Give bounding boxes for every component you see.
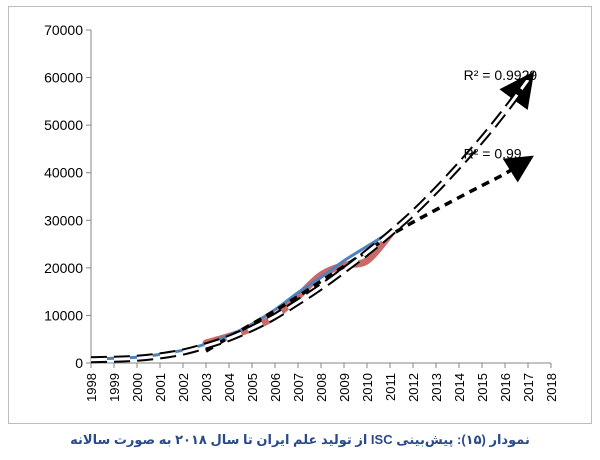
x-tick-label: 2007 [291, 373, 306, 402]
x-tick-label: 2014 [452, 373, 467, 402]
y-tick-label: 10000 [44, 307, 83, 323]
y-tick-label: 30000 [44, 212, 83, 228]
chart-frame: 0 10000 20000 30000 40000 50000 60000 70000 199… [8, 6, 592, 424]
y-tick-label: 0 [75, 355, 83, 371]
x-tick-label: 2006 [268, 373, 283, 402]
x-tick-label: 2015 [475, 373, 490, 402]
x-tick-label: 2012 [406, 373, 421, 402]
r-squared-label: R² = 0.99 [464, 145, 522, 161]
x-tick-label: 2001 [153, 373, 168, 402]
x-tick-label: 2005 [245, 373, 260, 402]
x-tick-label: 2016 [498, 373, 513, 402]
x-tick-label: 1999 [107, 373, 122, 402]
x-tick-label: 2009 [337, 373, 352, 402]
x-tick-label: 1998 [84, 373, 99, 402]
chart-caption: نمودار (۱۵): پیش‌بینی ISC از تولید علم ا… [70, 432, 530, 447]
x-tick-label: 2011 [383, 373, 398, 401]
x-tick-label: 2010 [360, 373, 375, 402]
series-layer [90, 71, 535, 364]
y-tick-label: 60000 [44, 70, 83, 86]
x-tick-label: 2018 [544, 373, 559, 402]
annotation-layer: R² = 0.9929 R² = 0.99 [464, 67, 538, 161]
x-tick-label: 2008 [314, 373, 329, 402]
x-tick-label: 2000 [130, 373, 145, 402]
chart-svg: 0 10000 20000 30000 40000 50000 60000 70000 199… [44, 22, 559, 402]
x-tick-label: 2002 [176, 373, 191, 402]
series-line-blue [90, 230, 391, 361]
trendline-exponential-outer [90, 71, 535, 364]
y-tick-label: 70000 [44, 22, 83, 38]
r-squared-label: R² = 0.9929 [464, 67, 538, 83]
x-axis-ticks: 1998 1999 2000 2001 2002 2003 2004 2005 2006 2007… [84, 363, 559, 402]
x-tick-label: 2003 [199, 373, 214, 402]
x-tick-label: 2004 [222, 373, 237, 402]
y-tick-label: 20000 [44, 260, 83, 276]
x-tick-label: 2013 [429, 373, 444, 402]
x-tick-label: 2017 [521, 373, 536, 402]
y-tick-label: 50000 [44, 117, 83, 133]
trendline-exponential-inner [90, 79, 530, 362]
y-tick-label: 40000 [44, 165, 83, 181]
y-axis-ticks: 0 10000 20000 30000 40000 50000 60000 70000 [44, 22, 91, 371]
